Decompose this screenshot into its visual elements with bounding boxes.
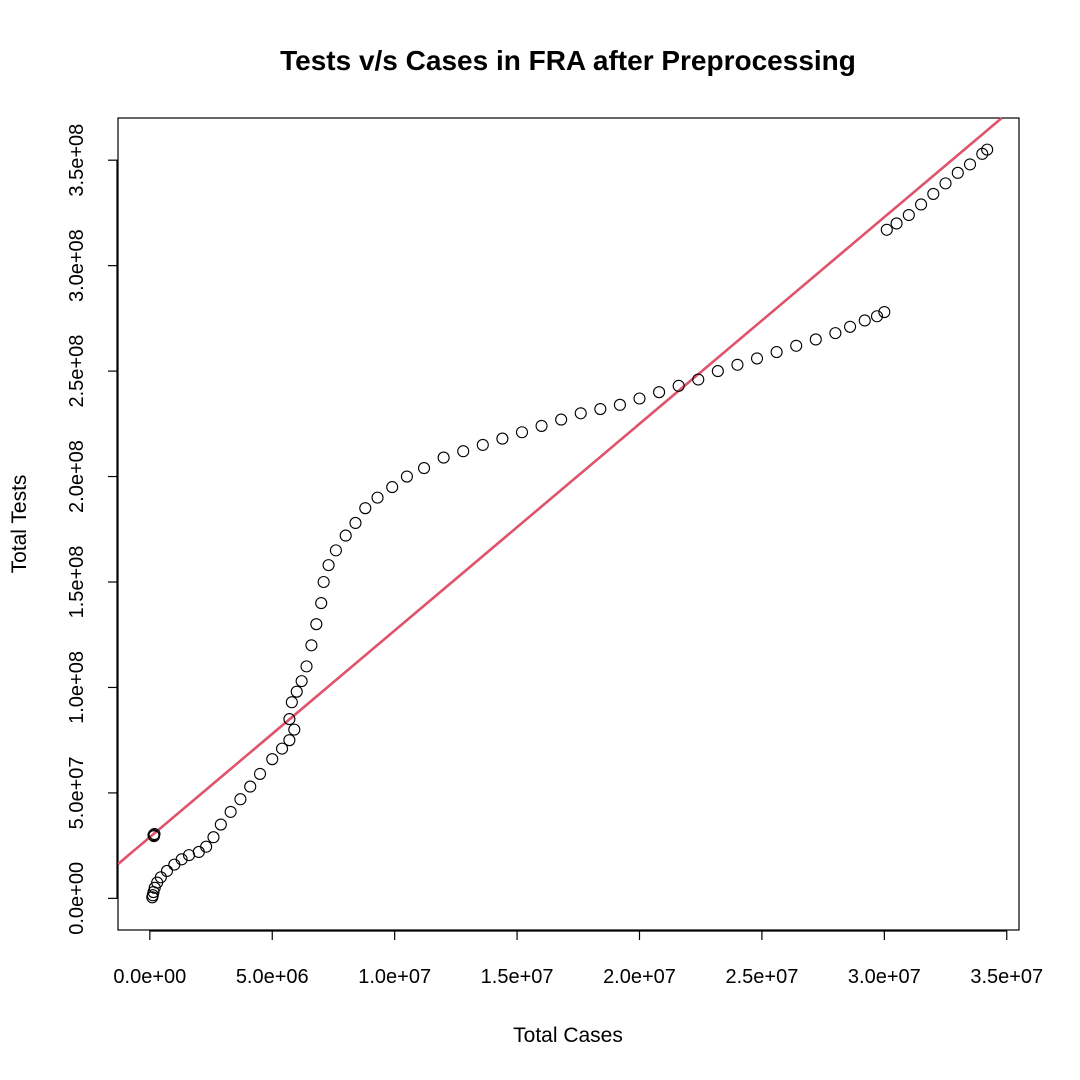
data-point (437, 451, 450, 464)
data-point (266, 753, 279, 766)
data-point (295, 675, 308, 688)
data-point (160, 864, 174, 877)
data-point (790, 339, 803, 352)
y-tick-label: 3.5e+08 (66, 124, 88, 197)
data-point (574, 407, 587, 420)
y-tick-label: 2.5e+08 (66, 335, 88, 408)
data-point (672, 379, 685, 392)
data-point (329, 544, 342, 557)
data-point (148, 881, 161, 894)
data-point (371, 491, 384, 504)
data-point (457, 445, 470, 458)
data-point (750, 352, 764, 365)
data-point (939, 177, 952, 190)
data-point (976, 147, 989, 160)
data-point (927, 187, 940, 200)
data-point (880, 223, 893, 236)
plot-frame (117, 117, 1020, 931)
data-point (535, 419, 548, 432)
data-point (981, 143, 994, 156)
data-point (858, 314, 871, 327)
points-layer (146, 143, 994, 904)
data-point (963, 158, 977, 171)
data-point (224, 805, 237, 818)
data-point (234, 793, 247, 806)
data-point (653, 386, 666, 399)
fit-line-layer (117, 117, 1003, 866)
data-point (285, 696, 298, 709)
data-point (154, 871, 167, 884)
y-tick-label: 1.0e+08 (66, 651, 88, 724)
data-point (349, 516, 362, 529)
data-point (417, 462, 431, 475)
data-point (315, 597, 328, 610)
x-axis: 0.0e+00 5.0e+06 1.0e+07 1.5e+07 2.0e+07 2.5e+… (113, 930, 1043, 988)
data-point (951, 166, 964, 179)
x-tick-label: 3.5e+07 (970, 966, 1043, 988)
y-tick-label: 0.0e+00 (66, 862, 88, 935)
data-point (496, 432, 509, 445)
data-point (339, 529, 352, 542)
data-point (300, 660, 313, 673)
data-point (809, 333, 822, 346)
x-tick-label: 5.0e+06 (236, 966, 309, 988)
data-point (283, 713, 296, 726)
regression-line (117, 117, 1003, 866)
x-tick-label: 0.0e+00 (113, 966, 186, 988)
data-point (692, 373, 705, 386)
data-point (359, 502, 372, 515)
data-point (305, 639, 318, 652)
data-point (400, 470, 413, 483)
data-point (770, 346, 783, 359)
data-point (168, 858, 181, 871)
x-axis-label: Total Cases (513, 1024, 623, 1047)
y-tick-label: 2.0e+08 (66, 440, 88, 513)
data-point (288, 723, 301, 736)
data-point (192, 845, 205, 859)
chart-title: Tests v/s Cases in FRA after Preprocessi… (280, 45, 856, 76)
data-point (275, 742, 289, 755)
data-point (317, 575, 330, 589)
data-point (915, 198, 928, 211)
data-point (148, 827, 161, 841)
data-point (322, 559, 335, 572)
y-tick-label: 3.0e+08 (66, 229, 88, 302)
data-point (633, 392, 646, 405)
data-point (515, 426, 529, 439)
data-point (890, 217, 903, 230)
data-point (200, 840, 213, 853)
data-point (613, 398, 626, 411)
data-point (244, 780, 257, 793)
x-tick-label: 1.0e+07 (358, 966, 431, 988)
data-point (731, 358, 744, 371)
y-axis-label: Total Tests (8, 475, 31, 574)
data-point (878, 305, 891, 319)
data-point (310, 618, 323, 631)
data-point (214, 818, 227, 831)
y-tick-label: 1.5e+08 (66, 546, 88, 619)
data-point (844, 320, 857, 333)
x-tick-label: 3.0e+07 (848, 966, 921, 988)
data-point (829, 327, 842, 340)
x-tick-label: 1.5e+07 (481, 966, 554, 988)
data-point (290, 685, 303, 698)
data-point (283, 734, 296, 747)
y-axis: 0.0e+00 5.0e+07 1.0e+08 1.5e+08 2.0e+08 2.5e+… (66, 124, 118, 935)
data-point (594, 403, 607, 416)
data-point (386, 481, 399, 494)
data-point (175, 853, 188, 866)
x-tick-label: 2.5e+07 (725, 966, 798, 988)
y-tick-label: 5.0e+07 (66, 756, 88, 829)
x-tick-label: 2.0e+07 (603, 966, 676, 988)
data-point (476, 438, 489, 451)
data-point (711, 365, 724, 378)
data-point (207, 831, 220, 844)
data-point (902, 208, 915, 222)
data-point (555, 413, 568, 426)
data-point (253, 767, 267, 780)
data-point (870, 310, 884, 323)
